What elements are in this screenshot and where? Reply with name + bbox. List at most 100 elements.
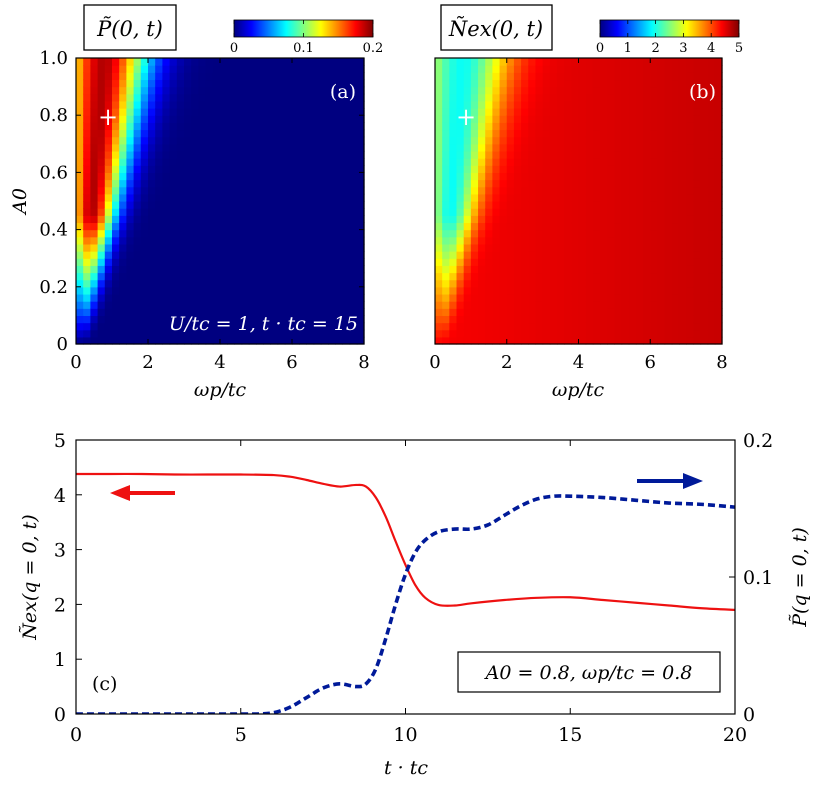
heatmap-cell xyxy=(614,65,623,73)
heatmap-cell xyxy=(270,272,279,281)
heatmap-cell xyxy=(678,72,687,81)
heatmap-cell xyxy=(270,165,279,173)
heatmap-cell xyxy=(585,336,594,345)
heatmap-cell xyxy=(155,115,163,123)
heatmap-cell xyxy=(284,272,293,281)
heatmap-cell xyxy=(234,129,243,138)
heatmap-cell xyxy=(578,158,587,166)
heatmap-cell xyxy=(299,208,307,216)
heatmap-cell xyxy=(90,315,99,324)
line-chart-c xyxy=(76,472,735,714)
heatmap-cell xyxy=(564,308,572,316)
heatmap-cell xyxy=(234,229,243,238)
heatmap-cell xyxy=(212,236,221,245)
heatmap-cell xyxy=(234,322,243,331)
heatmap-cell xyxy=(198,301,207,309)
heatmap-cell xyxy=(492,72,501,81)
heatmap-cell xyxy=(470,100,479,109)
heatmap-cell xyxy=(104,100,113,109)
heatmap-cell xyxy=(435,108,443,116)
heatmap-cell xyxy=(556,272,565,281)
heatmap-cell xyxy=(485,208,493,216)
heatmap-cell xyxy=(299,158,307,166)
heatmap-cell xyxy=(535,129,544,138)
heatmap-cell xyxy=(600,172,608,181)
heatmap-cell xyxy=(650,329,659,338)
heatmap-cell xyxy=(485,58,493,66)
heatmap-cell xyxy=(578,251,587,259)
heatmap-cell xyxy=(571,100,580,109)
heatmap-cell xyxy=(435,201,443,209)
heatmap-cell xyxy=(140,308,149,316)
heatmap-cell xyxy=(162,236,171,245)
heatmap-cell xyxy=(549,108,558,116)
heatmap-cell xyxy=(241,336,250,345)
heatmap-cell xyxy=(707,108,716,116)
heatmap-cell xyxy=(671,208,680,216)
heatmap-cell xyxy=(635,286,644,295)
heatmap-cell xyxy=(299,308,307,316)
heatmap-cell xyxy=(678,301,687,309)
heatmap-cell xyxy=(299,193,307,202)
heatmap-cell xyxy=(700,243,709,252)
heatmap-cell xyxy=(148,100,156,109)
heatmap-cell xyxy=(169,222,178,231)
heatmap-cell xyxy=(212,279,221,288)
heatmap-cell xyxy=(492,186,501,195)
heatmap-cell xyxy=(686,122,694,131)
heatmap-cell xyxy=(564,208,572,216)
heatmap-cell xyxy=(535,236,544,245)
colorbar-tick-label: 1 xyxy=(624,41,632,56)
heatmap-cell xyxy=(686,193,694,202)
heatmap-cell xyxy=(220,215,228,224)
heatmap-cell xyxy=(693,251,702,259)
heatmap-cell xyxy=(592,58,601,66)
heatmap-cell xyxy=(104,222,113,231)
series-nex-line xyxy=(76,472,735,611)
heatmap-cell xyxy=(571,286,580,295)
heatmap-cell xyxy=(578,293,587,302)
heatmap-cell xyxy=(248,301,257,309)
heatmap-cell xyxy=(521,193,529,202)
heatmap-cell xyxy=(492,136,501,145)
heatmap-cell xyxy=(148,172,156,181)
heatmap-cell xyxy=(256,79,264,88)
heatmap-cell xyxy=(435,265,443,274)
heatmap-cell xyxy=(299,222,307,231)
heatmap-cell xyxy=(76,229,84,238)
heatmap-cell xyxy=(112,208,120,216)
heatmap-cell xyxy=(435,122,443,131)
heatmap-cell xyxy=(119,179,127,188)
heatmap-cell xyxy=(571,93,580,102)
heatmap-cell xyxy=(470,136,479,145)
heatmap-cell xyxy=(256,158,264,166)
heatmap-cell xyxy=(506,93,515,102)
heatmap-cell xyxy=(664,329,673,338)
heatmap-cell xyxy=(571,322,580,331)
heatmap-cell xyxy=(306,72,315,81)
heatmap-cell xyxy=(184,279,192,288)
heatmap-cell xyxy=(248,172,257,181)
heatmap-cell xyxy=(635,179,644,188)
y-tick-label: 0.2 xyxy=(39,277,68,298)
heatmap-a-axes: 0 2 4 6 800.20.40.60.81.0 xyxy=(39,48,369,373)
heatmap-cell xyxy=(535,308,544,316)
heatmap-cell xyxy=(614,100,623,109)
heatmap-cell xyxy=(693,65,702,73)
heatmap-cell xyxy=(126,72,135,81)
heatmap-cell xyxy=(133,158,142,166)
heatmap-cell xyxy=(643,165,651,173)
heatmap-cell xyxy=(528,179,537,188)
heatmap-cell xyxy=(621,272,630,281)
heatmap-cell xyxy=(564,329,572,338)
heatmap-cell xyxy=(470,165,479,173)
heatmap-cell xyxy=(349,115,358,123)
heatmap-cell xyxy=(528,93,537,102)
heatmap-cell xyxy=(643,93,651,102)
heatmap-cell xyxy=(635,193,644,202)
heatmap-cell xyxy=(485,272,493,281)
heatmap-cell xyxy=(542,143,551,152)
heatmap-cell xyxy=(492,143,501,152)
heatmap-cell xyxy=(198,193,207,202)
